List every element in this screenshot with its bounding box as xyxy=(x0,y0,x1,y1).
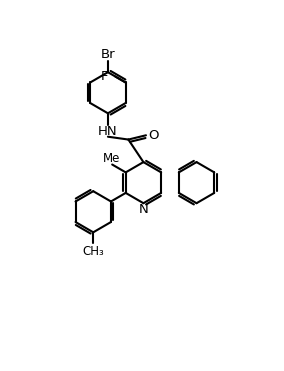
Text: CH₃: CH₃ xyxy=(82,244,104,257)
Text: O: O xyxy=(149,129,159,142)
Text: Me: Me xyxy=(103,152,120,165)
Text: HN: HN xyxy=(97,125,117,138)
Text: F: F xyxy=(101,70,108,83)
Text: N: N xyxy=(139,203,149,216)
Text: Br: Br xyxy=(101,48,115,61)
